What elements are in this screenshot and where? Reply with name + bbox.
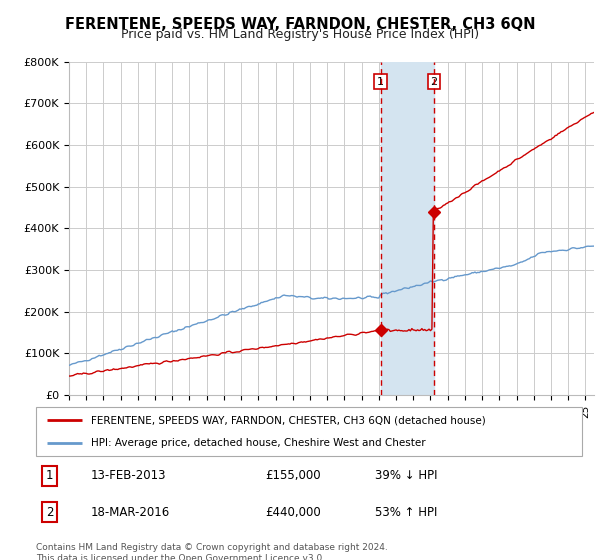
- Text: 2: 2: [46, 506, 53, 519]
- Text: 53% ↑ HPI: 53% ↑ HPI: [374, 506, 437, 519]
- Bar: [380, 62, 434, 395]
- Text: 13-FEB-2013: 13-FEB-2013: [91, 469, 166, 482]
- Text: £440,000: £440,000: [265, 506, 321, 519]
- FancyBboxPatch shape: [36, 407, 582, 456]
- Text: FERENTENE, SPEEDS WAY, FARNDON, CHESTER, CH3 6QN (detached house): FERENTENE, SPEEDS WAY, FARNDON, CHESTER,…: [91, 416, 485, 426]
- Text: 1: 1: [377, 77, 384, 87]
- Text: £155,000: £155,000: [265, 469, 321, 482]
- Text: 1: 1: [46, 469, 53, 482]
- Text: 39% ↓ HPI: 39% ↓ HPI: [374, 469, 437, 482]
- Text: Contains HM Land Registry data © Crown copyright and database right 2024.
This d: Contains HM Land Registry data © Crown c…: [36, 543, 388, 560]
- Text: 2: 2: [430, 77, 437, 87]
- Text: HPI: Average price, detached house, Cheshire West and Chester: HPI: Average price, detached house, Ches…: [91, 438, 425, 448]
- Text: 18-MAR-2016: 18-MAR-2016: [91, 506, 170, 519]
- Text: FERENTENE, SPEEDS WAY, FARNDON, CHESTER, CH3 6QN: FERENTENE, SPEEDS WAY, FARNDON, CHESTER,…: [65, 17, 535, 32]
- Text: Price paid vs. HM Land Registry's House Price Index (HPI): Price paid vs. HM Land Registry's House …: [121, 28, 479, 41]
